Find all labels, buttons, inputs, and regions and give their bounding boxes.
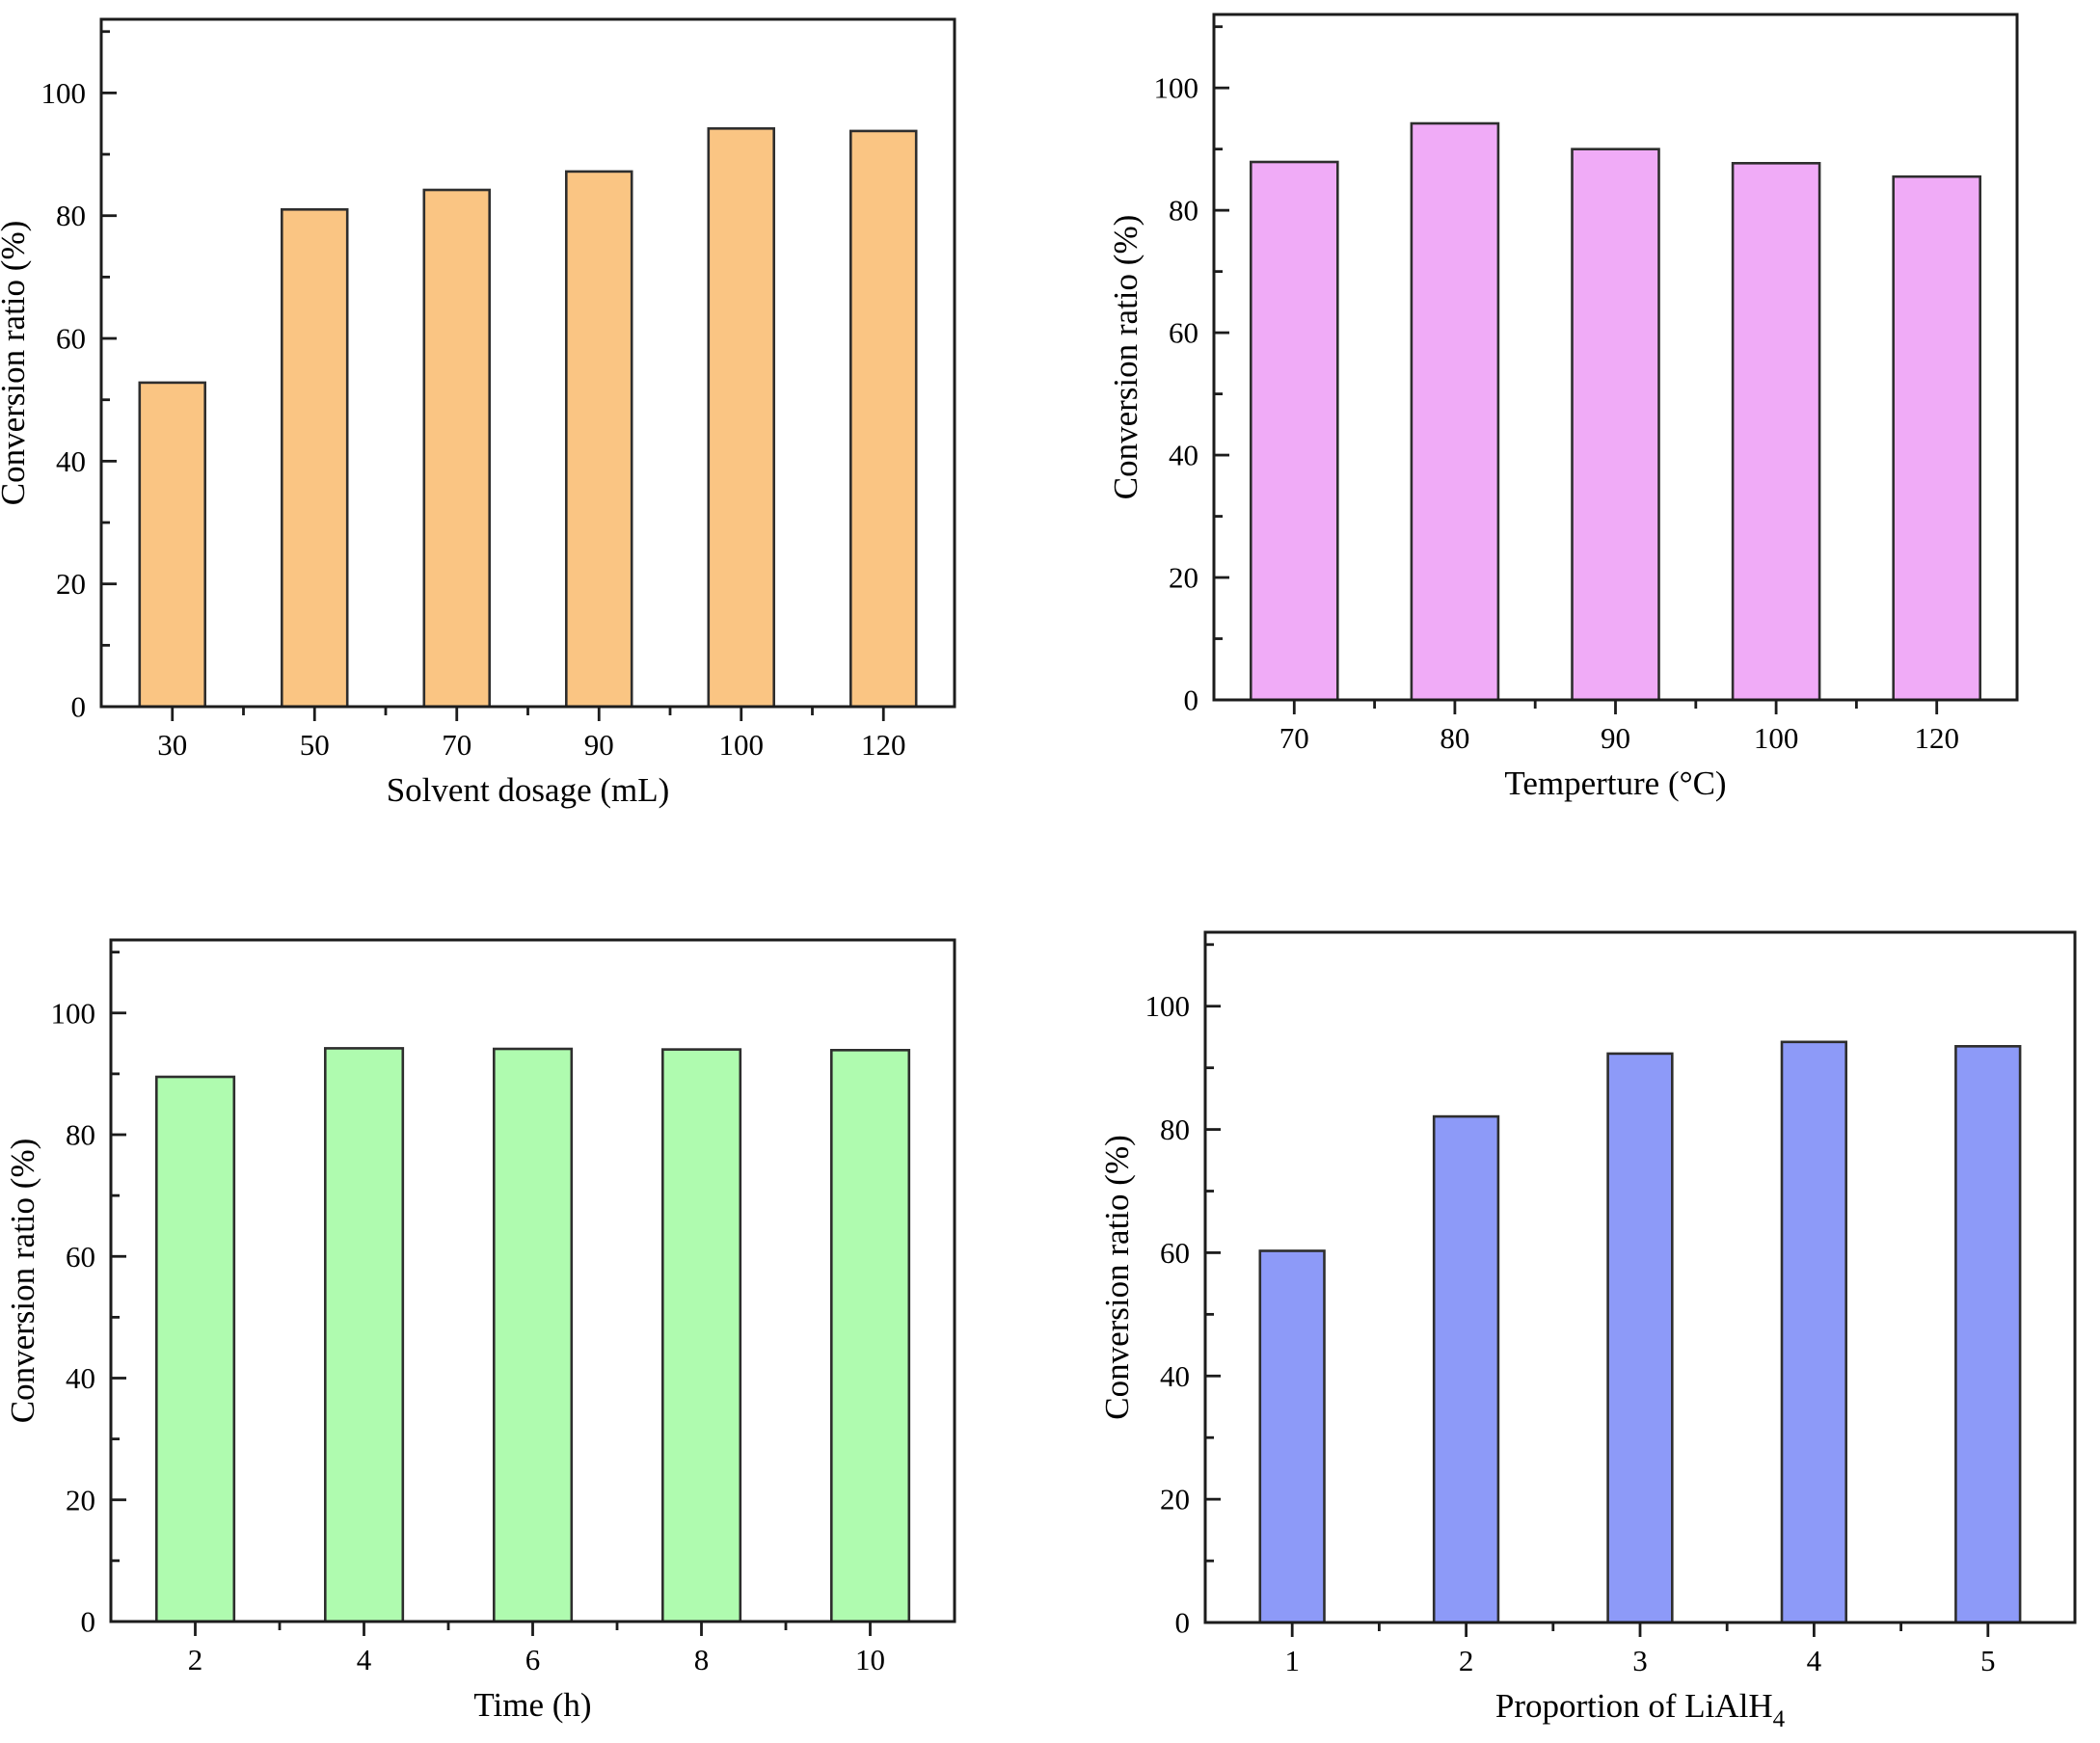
x-tick-label: 70: [1279, 721, 1309, 755]
bar-1: [1258, 1249, 1326, 1624]
x-tick-label: 3: [1632, 1644, 1648, 1677]
bar-2: [155, 1075, 236, 1623]
y-tick-label: 0: [1184, 684, 1199, 717]
y-tick-label: 20: [1169, 561, 1198, 595]
ticks-group: [101, 30, 885, 721]
y-tick-label: 0: [71, 690, 87, 724]
x-axis-label: Proportion of LiAlH4: [1495, 1687, 1786, 1732]
y-tick-label: 40: [1160, 1359, 1190, 1393]
bar-90: [1571, 147, 1660, 702]
chart-time: 0 20 40 60 80 100 2 4 6 8 10 Time (h) Conversion rat…: [4, 938, 956, 1724]
bar-8: [660, 1048, 742, 1623]
x-tick-label: 50: [300, 728, 330, 762]
y-tick-label: 20: [56, 567, 86, 601]
y-tick-label: 40: [1169, 439, 1198, 472]
y-axis-label: Conversion ratio (%): [4, 1139, 41, 1423]
chart-lialh4-proportion: 0 20 40 60 80 100 1 2 3 4 5 Proportion of LiAlH4 Con…: [1098, 930, 2077, 1732]
bar-70: [422, 188, 491, 709]
chart-solvent-dosage: 0 20 40 60 80 100 30 50 70 90 100 120 Solvent dosage…: [0, 17, 956, 809]
y-tick-label: 80: [1160, 1113, 1190, 1146]
x-tick-label: 120: [861, 728, 906, 762]
y-tick-label: 20: [66, 1483, 95, 1516]
x-tick-label: 100: [1754, 721, 1799, 755]
bar-4: [323, 1047, 405, 1623]
y-tick-label: 60: [66, 1240, 95, 1274]
labels-group: 0 20 40 60 80 100 30 50 70 90 100 120 Solvent dosage…: [0, 76, 906, 809]
y-tick-label: 100: [41, 76, 87, 110]
x-axis-label: Solvent dosage (mL): [387, 771, 670, 809]
x-tick-label: 120: [1914, 721, 1959, 755]
x-tick-label: 70: [442, 728, 471, 762]
bar-3: [1606, 1052, 1674, 1624]
x-tick-label: 4: [357, 1643, 372, 1676]
y-axis-label: Conversion ratio (%): [0, 221, 32, 505]
y-tick-label: 0: [81, 1605, 96, 1639]
y-tick-label: 80: [66, 1118, 95, 1152]
bar-4: [1780, 1040, 1847, 1624]
y-tick-label: 60: [1169, 316, 1198, 350]
bar-2: [1432, 1114, 1500, 1624]
y-tick-label: 40: [56, 444, 86, 478]
bars-group: [155, 1047, 911, 1623]
y-axis-label: Conversion ratio (%): [1107, 215, 1144, 499]
bar-90: [564, 170, 633, 709]
labels-group: 0 20 40 60 80 100 2 4 6 8 10 Time (h) Conversion rat…: [4, 996, 885, 1724]
bar-50: [280, 208, 349, 709]
x-tick-label: 2: [1459, 1644, 1474, 1677]
x-axis-label: Temperture (°C): [1504, 764, 1726, 802]
y-tick-label: 80: [1169, 194, 1198, 228]
ticks-group: [1205, 943, 1990, 1637]
y-tick-label: 0: [1175, 1606, 1191, 1640]
y-tick-label: 60: [1160, 1236, 1190, 1270]
y-tick-label: 100: [51, 996, 96, 1030]
x-axis-label: Time (h): [473, 1686, 591, 1724]
x-tick-label: 5: [1980, 1644, 1996, 1677]
x-tick-label: 100: [719, 728, 765, 762]
x-tick-label: 80: [1440, 721, 1469, 755]
bar-30: [138, 381, 207, 709]
y-tick-label: 100: [1145, 989, 1191, 1023]
x-tick-label: 30: [157, 728, 187, 762]
bar-10: [829, 1049, 911, 1623]
y-tick-label: 80: [56, 199, 86, 232]
bar-100: [707, 127, 775, 709]
x-tick-label: 1: [1284, 1644, 1300, 1677]
x-tick-label: 90: [584, 728, 614, 762]
x-axis-label-subscript: 4: [1773, 1706, 1786, 1732]
bar-120: [848, 129, 918, 709]
x-tick-label: 6: [525, 1643, 541, 1676]
ticks-group: [1214, 25, 1939, 714]
plot-frame: [99, 17, 956, 709]
y-tick-label: 20: [1160, 1483, 1190, 1516]
bar-5: [1954, 1045, 2022, 1624]
bar-6: [492, 1047, 574, 1623]
x-tick-label: 4: [1807, 1644, 1822, 1677]
bars-group: [1258, 1040, 2022, 1624]
x-tick-label: 90: [1601, 721, 1630, 755]
bars-group: [1250, 121, 1982, 702]
bar-120: [1892, 174, 1982, 702]
labels-group: 0 20 40 60 80 100 1 2 3 4 5 Proportion of LiAlH4 Con…: [1098, 989, 1996, 1732]
x-tick-label: 2: [188, 1643, 203, 1676]
bar-80: [1410, 121, 1500, 702]
y-tick-label: 40: [66, 1361, 95, 1395]
bar-70: [1250, 160, 1339, 702]
bar-100: [1731, 162, 1821, 702]
labels-group: 0 20 40 60 80 100 70 80 90 100 120 Temperture (°C) C…: [1107, 71, 1959, 802]
x-tick-label: 8: [694, 1643, 710, 1676]
chart-temperature: 0 20 40 60 80 100 70 80 90 100 120 Temperture (°C) C…: [1107, 13, 2019, 802]
x-tick-label: 10: [855, 1643, 885, 1676]
y-tick-label: 60: [56, 322, 86, 356]
bars-group: [138, 127, 918, 709]
y-axis-label: Conversion ratio (%): [1098, 1135, 1136, 1419]
ticks-group: [111, 951, 872, 1636]
y-tick-label: 100: [1154, 71, 1199, 105]
